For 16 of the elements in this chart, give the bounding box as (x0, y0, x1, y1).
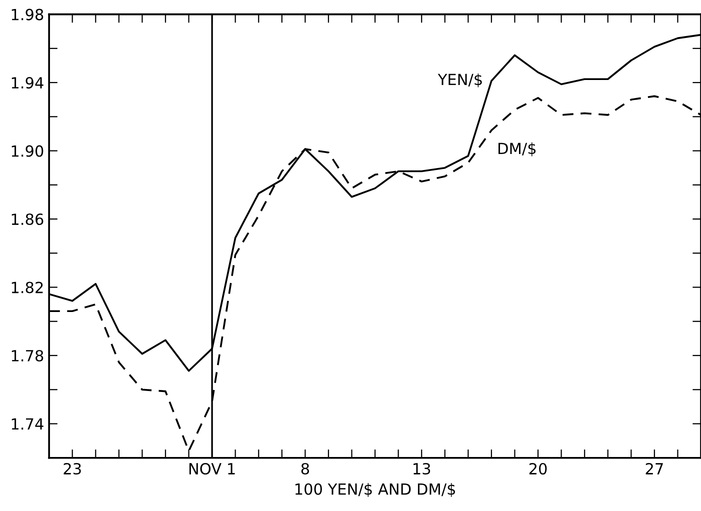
x-tick-label: 27 (646, 462, 663, 474)
y-tick-label: 1.90 (12, 145, 44, 157)
x-tick-label: 20 (529, 462, 547, 475)
y-tick-label: 1.94 (12, 77, 44, 89)
x-tick-label: 23 (64, 462, 81, 475)
series-label: YEN/$ (438, 73, 482, 88)
series-label: DM/$ (498, 142, 536, 156)
x-tick-label: NOV 1 (189, 462, 235, 475)
y-tick-label: 1.86 (12, 213, 44, 226)
x-axis-title: 100 YEN/$ AND DM/$ (295, 483, 455, 497)
x-tick-label: 13 (414, 462, 430, 475)
y-tick-label: 1.78 (12, 350, 44, 362)
x-tick-label: 8 (301, 462, 309, 475)
y-tick-label: 1.82 (12, 282, 43, 294)
y-tick-label: 1.98 (12, 8, 44, 20)
y-tick-label: 1.74 (12, 418, 44, 430)
